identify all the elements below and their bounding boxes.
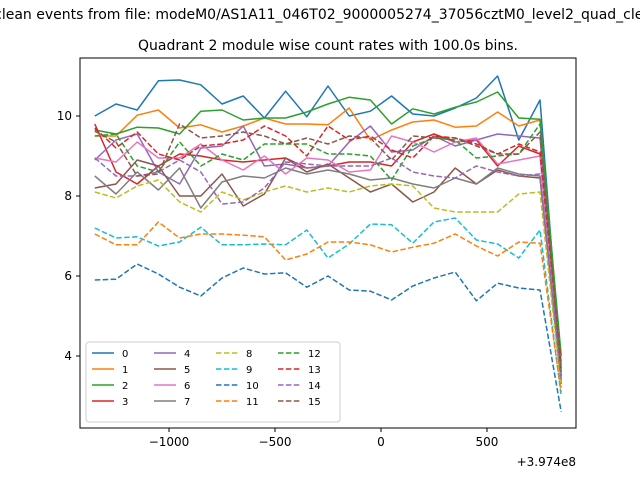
series-line-12 — [94, 123, 562, 377]
series-line-0 — [94, 75, 562, 373]
x-tick-label: −500 — [259, 435, 292, 449]
series-line-8 — [94, 179, 562, 389]
legend-label-5: 5 — [184, 365, 190, 376]
series-line-13 — [94, 125, 562, 365]
y-tick-label: 8 — [64, 189, 72, 203]
legend-label-6: 6 — [184, 381, 190, 392]
legend-label-4: 4 — [184, 349, 190, 360]
legend-label-10: 10 — [246, 381, 259, 392]
legend-label-13: 13 — [308, 365, 321, 376]
series-line-9 — [94, 217, 562, 397]
series-line-14 — [94, 157, 562, 381]
y-tick-label: 10 — [57, 109, 72, 123]
legend-label-12: 12 — [308, 349, 321, 360]
x-tick-label: 500 — [476, 435, 499, 449]
series-lines — [94, 75, 562, 413]
legend-label-7: 7 — [184, 397, 190, 408]
y-axis-ticks: 4 6 8 10 — [57, 109, 80, 363]
axes-frame — [79, 57, 577, 429]
series-line-7 — [94, 167, 562, 381]
x-axis-ticks: −1000 −500 0 500 — [149, 428, 499, 449]
chart-title: Quadrant 2 module wise count rates with … — [138, 38, 518, 54]
series-line-15 — [94, 123, 562, 373]
series-line-10 — [94, 263, 562, 413]
legend-label-11: 11 — [246, 397, 259, 408]
y-tick-label: 4 — [64, 349, 72, 363]
figure-suptitle: Quad clean events from file: modeM0/AS1A… — [0, 7, 640, 23]
legend-label-9: 9 — [246, 365, 252, 376]
legend-frame — [85, 341, 341, 423]
legend-label-1: 1 — [122, 365, 128, 376]
series-line-11 — [94, 221, 562, 393]
x-tick-label: 0 — [377, 435, 385, 449]
series-line-2 — [94, 91, 562, 357]
legend-label-14: 14 — [308, 381, 321, 392]
legend-label-8: 8 — [246, 349, 252, 360]
legend-label-2: 2 — [122, 381, 128, 392]
legend-label-0: 0 — [122, 349, 128, 360]
x-tick-label: −1000 — [149, 435, 190, 449]
series-line-1 — [94, 107, 562, 365]
legend-label-15: 15 — [308, 397, 321, 408]
x-axis-offset-label: +3.974e8 — [517, 455, 576, 469]
y-tick-label: 6 — [64, 269, 72, 283]
legend-label-3: 3 — [122, 397, 128, 408]
